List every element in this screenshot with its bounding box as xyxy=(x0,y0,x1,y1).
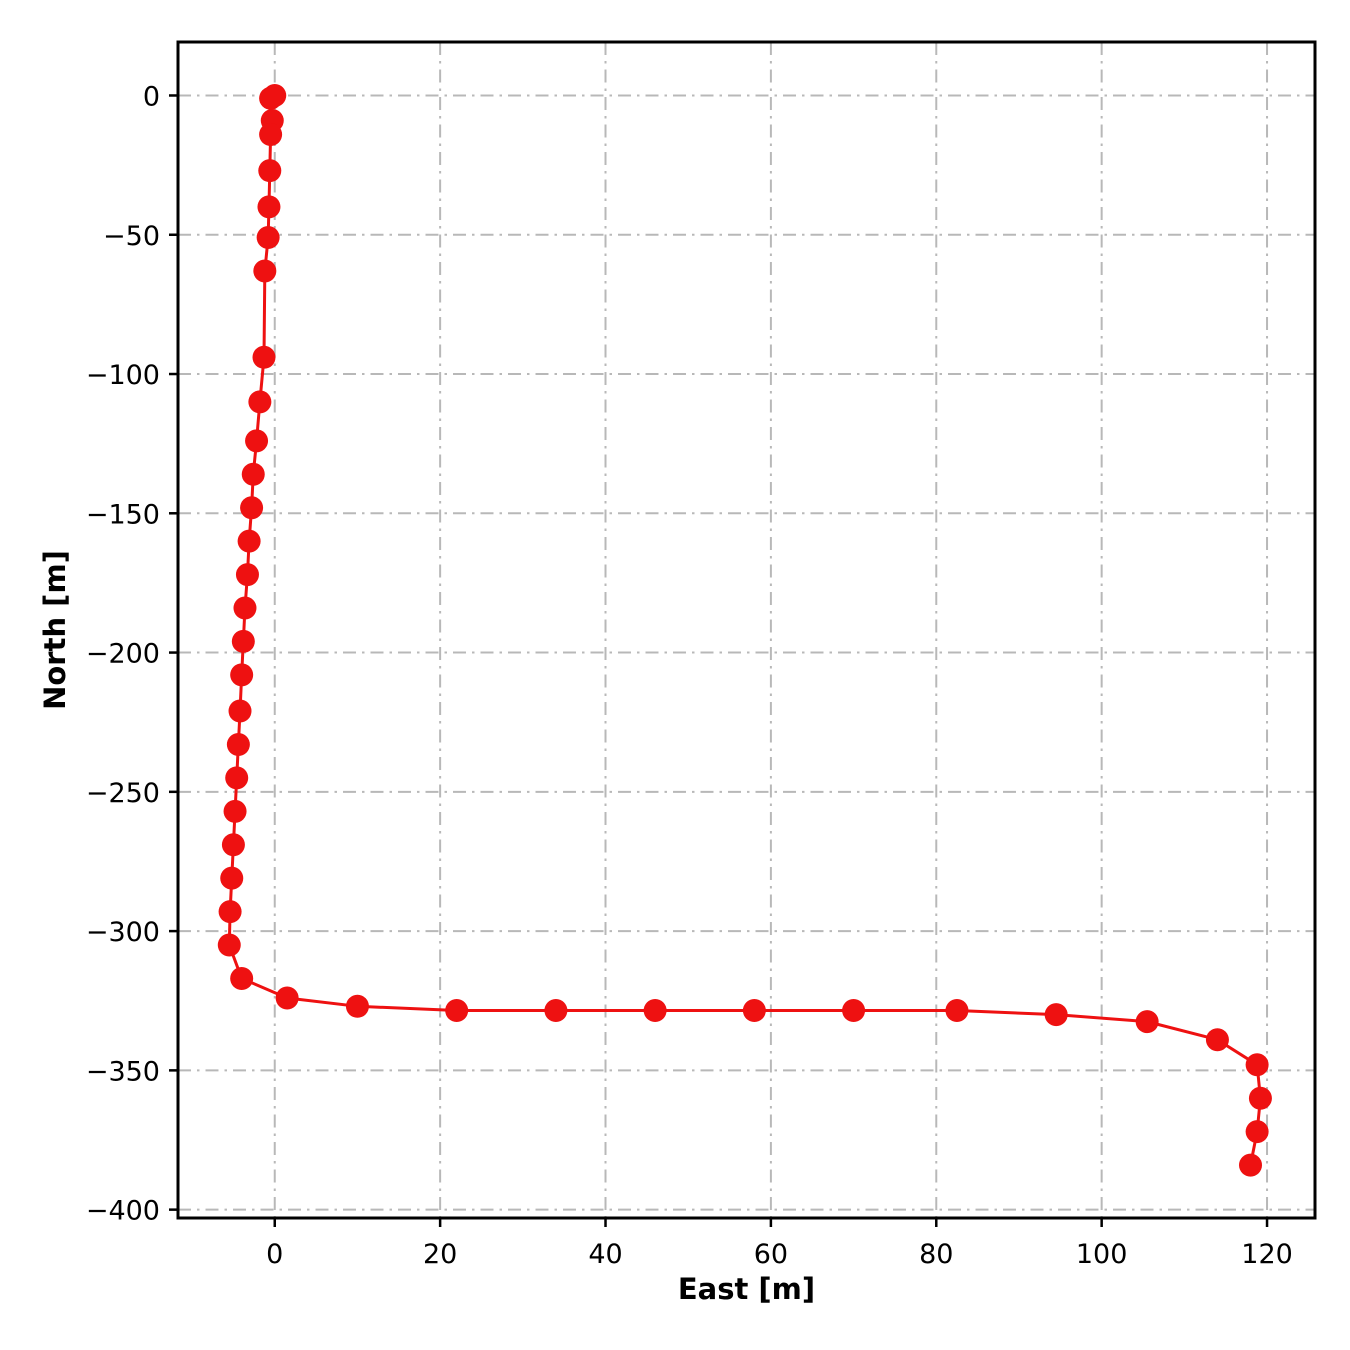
y-tick-label: −300 xyxy=(86,917,160,948)
y-tick-label: −200 xyxy=(86,639,160,670)
x-tick-label: 60 xyxy=(754,1239,788,1270)
x-axis-label: East [m] xyxy=(677,1272,816,1306)
x-tick-label: 100 xyxy=(1076,1239,1128,1270)
x-tick-label: 20 xyxy=(423,1239,457,1270)
x-tick-label: 40 xyxy=(588,1239,622,1270)
y-tick-label: −150 xyxy=(86,499,160,530)
y-tick-label: −100 xyxy=(86,360,160,391)
x-tick-label: 120 xyxy=(1241,1239,1293,1270)
y-tick-label: −350 xyxy=(86,1056,160,1087)
y-tick-label: −50 xyxy=(103,221,160,252)
y-tick-label: −250 xyxy=(86,778,160,809)
y-axis-label: North [m] xyxy=(38,550,72,710)
y-tick-label: −400 xyxy=(86,1196,160,1227)
y-tick-label: 0 xyxy=(143,81,160,112)
x-tick-label: 0 xyxy=(266,1239,283,1270)
x-tick-label: 80 xyxy=(919,1239,953,1270)
